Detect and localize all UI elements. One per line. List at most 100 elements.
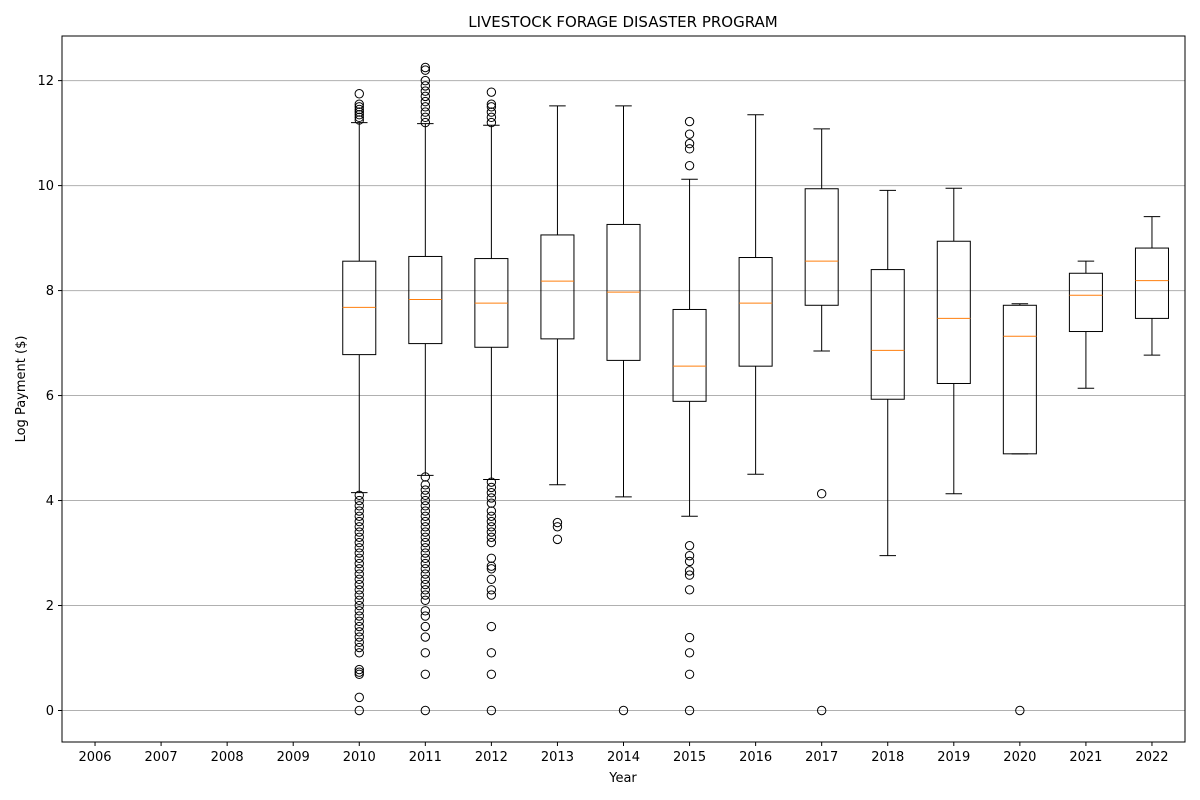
box-iqr (540, 234, 575, 340)
x-tick-label: 2007 (145, 750, 178, 765)
outlier-point (486, 705, 497, 716)
x-tick-label: 2015 (673, 750, 706, 765)
x-axis-title: Year (608, 771, 637, 786)
outlier-point (420, 595, 431, 605)
outlier-point (420, 472, 431, 482)
outlier-point (420, 621, 431, 632)
x-tick-label: 2019 (937, 750, 970, 765)
outlier-point (354, 537, 364, 548)
outlier-point (486, 532, 497, 542)
outlier-point (486, 522, 497, 532)
outlier-point (816, 489, 827, 499)
chart-title: LIVESTOCK FORAGE DISASTER PROGRAM (468, 13, 778, 31)
outlier-point (684, 669, 695, 679)
box-iqr (342, 260, 377, 356)
outlier-point (552, 534, 563, 545)
outlier-point (684, 138, 695, 149)
outlier-point (486, 112, 497, 123)
x-tick-label: 2021 (1069, 750, 1102, 765)
outlier-point (354, 564, 364, 574)
outlier-point (354, 89, 364, 99)
outlier-point (420, 86, 431, 96)
outlier-point (420, 590, 431, 600)
outlier-point (354, 637, 364, 647)
outlier-point (354, 648, 364, 658)
box-2021 (1068, 260, 1103, 389)
outlier-point (420, 107, 431, 117)
outlier-point (420, 548, 431, 558)
box-2019 (936, 187, 971, 495)
outlier-point (420, 564, 431, 574)
outlier-point (486, 102, 497, 112)
outlier-point (354, 692, 364, 703)
x-tick-label: 2006 (78, 750, 111, 765)
outlier-point (486, 511, 497, 521)
outlier-point (420, 527, 431, 537)
x-tick-label: 2018 (871, 750, 904, 765)
box-iqr (672, 308, 707, 402)
outlier-point (486, 537, 497, 548)
outlier-point (354, 104, 364, 115)
outlier-point (354, 627, 364, 637)
outlier-point (354, 595, 364, 605)
outlier-point (420, 62, 431, 73)
outlier-point (354, 585, 364, 595)
box-iqr (870, 269, 905, 400)
outlier-point (684, 585, 695, 595)
box-2020 (1002, 303, 1037, 716)
box-2011 (408, 62, 443, 716)
outlier-point (486, 107, 497, 117)
box-iqr (1068, 272, 1103, 333)
box-2018 (870, 189, 905, 557)
x-tick-label: 2014 (607, 750, 640, 765)
box-2012 (474, 87, 509, 716)
y-tick-label: 12 (37, 74, 54, 89)
outlier-point (420, 579, 431, 590)
outlier-point (552, 517, 563, 528)
y-axis: 0 2 4 6 8 10 12 (37, 74, 62, 719)
outlier-point (486, 498, 497, 508)
outlier-point (354, 600, 364, 611)
y-tick-label: 2 (46, 599, 54, 614)
box-2022 (1134, 216, 1169, 356)
outlier-point (420, 705, 431, 716)
outlier-point (420, 495, 431, 506)
outlier-point (486, 506, 497, 516)
box-iqr (408, 255, 443, 345)
outlier-point (420, 669, 431, 679)
outlier-point (486, 99, 497, 109)
outlier-point (420, 632, 431, 642)
outlier-point (420, 112, 431, 123)
outlier-point (420, 606, 431, 616)
outlier-point (354, 579, 364, 590)
x-tick-label: 2009 (277, 750, 310, 765)
outlier-point (486, 493, 497, 503)
outlier-point (486, 117, 497, 128)
outlier-point (354, 543, 364, 553)
box-2015 (672, 116, 707, 716)
outlier-point (684, 648, 695, 658)
outlier-point (684, 540, 695, 551)
outlier-point (420, 574, 431, 584)
outlier-point (486, 564, 497, 574)
outlier-point (354, 516, 364, 527)
outlier-point (354, 548, 364, 558)
box-iqr (1134, 247, 1169, 319)
x-axis: 2006 2007 2008 2009 2010 2011 2012 2013 2014 2015… (78, 742, 1169, 765)
y-axis-title: Log Payment ($) (14, 336, 29, 443)
outlier-point (420, 511, 431, 521)
outlier-point (420, 96, 431, 107)
outlier-point (486, 561, 497, 571)
outlier-point (486, 669, 497, 679)
box-2017 (804, 128, 839, 716)
box-iqr (1002, 304, 1037, 455)
outlier-point (486, 487, 497, 498)
outlier-point (420, 558, 431, 569)
y-tick-label: 6 (46, 389, 54, 404)
outlier-point (486, 621, 497, 632)
outlier-point (354, 632, 364, 642)
outlier-point (354, 506, 364, 516)
outlier-point (420, 569, 431, 579)
outlier-point (354, 490, 364, 500)
